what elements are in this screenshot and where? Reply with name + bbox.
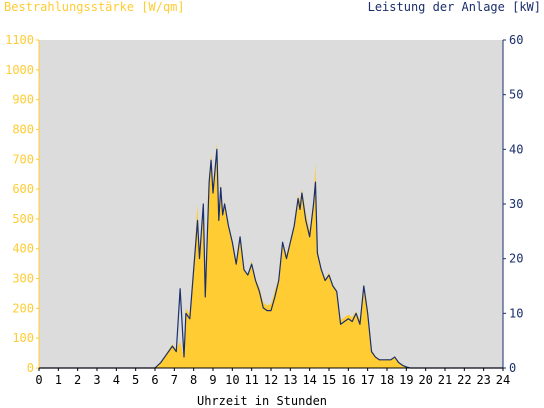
x-tick-label: 15 <box>322 373 336 387</box>
x-tick-label: 16 <box>341 373 355 387</box>
x-tick-label: 19 <box>399 373 413 387</box>
right-tick-label: 60 <box>509 33 523 47</box>
right-tick-label: 30 <box>509 197 523 211</box>
right-tick-label: 0 <box>509 361 516 375</box>
x-axis-title: Uhrzeit in Stunden <box>197 394 327 408</box>
x-tick-label: 6 <box>151 373 158 387</box>
power-line <box>39 148 503 369</box>
x-tick-label: 14 <box>302 373 316 387</box>
x-tick-label: 13 <box>283 373 297 387</box>
right-tick-label: 10 <box>509 306 523 320</box>
x-tick-label: 24 <box>496 373 510 387</box>
x-tick-label: 12 <box>264 373 278 387</box>
x-tick-label: 9 <box>209 373 216 387</box>
left-tick-label: 600 <box>12 182 34 196</box>
right-tick-label: 50 <box>509 88 523 102</box>
left-tick-label: 100 <box>12 331 34 345</box>
left-tick-label: 0 <box>27 361 34 375</box>
left-tick-label: 700 <box>12 152 34 166</box>
left-tick-label: 1000 <box>5 63 34 77</box>
left-axis-title: Bestrahlungsstärke [W/qm] <box>4 0 185 14</box>
x-tick-label: 0 <box>35 373 42 387</box>
right-axis-title: Leistung der Anlage [kW] <box>368 0 541 14</box>
x-tick-label: 10 <box>225 373 239 387</box>
x-tick-label: 21 <box>438 373 452 387</box>
left-tick-label: 200 <box>12 301 34 315</box>
x-tick-label: 18 <box>380 373 394 387</box>
left-tick-label: 900 <box>12 93 34 107</box>
left-tick-label: 500 <box>12 212 34 226</box>
x-tick-label: 20 <box>418 373 432 387</box>
x-tick-label: 4 <box>113 373 120 387</box>
x-tick-label: 1 <box>55 373 62 387</box>
x-tick-label: 7 <box>171 373 178 387</box>
x-tick-label: 8 <box>190 373 197 387</box>
left-tick-label: 300 <box>12 272 34 286</box>
x-tick-label: 22 <box>457 373 471 387</box>
left-tick-label: 400 <box>12 242 34 256</box>
irradiance-area <box>39 141 503 368</box>
x-tick-label: 5 <box>132 373 139 387</box>
right-tick-label: 40 <box>509 142 523 156</box>
x-tick-label: 2 <box>74 373 81 387</box>
left-tick-label: 800 <box>12 122 34 136</box>
right-tick-label: 20 <box>509 252 523 266</box>
left-tick-label: 1100 <box>5 33 34 47</box>
x-tick-label: 11 <box>244 373 258 387</box>
x-tick-label: 23 <box>476 373 490 387</box>
x-tick-label: 3 <box>93 373 100 387</box>
x-tick-label: 17 <box>360 373 374 387</box>
